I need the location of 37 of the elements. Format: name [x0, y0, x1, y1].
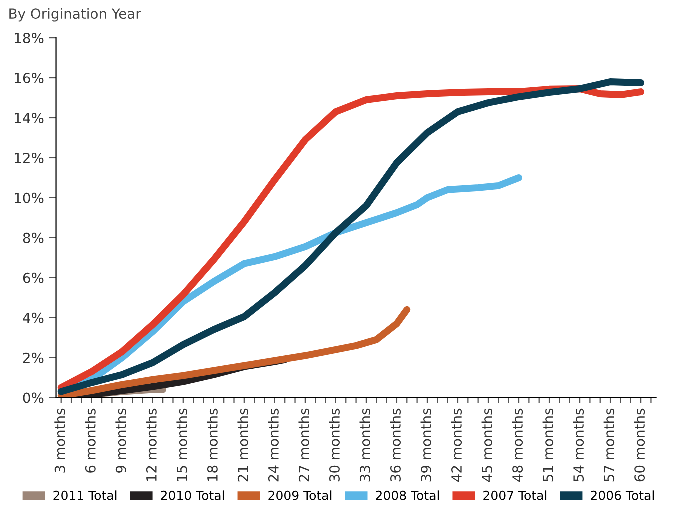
y-tick-label: 6% — [23, 272, 44, 284]
x-tick-label: 36 months — [390, 408, 401, 482]
y-tick-label: 18% — [15, 33, 44, 44]
y-tick-label: 10% — [15, 192, 44, 204]
x-tick-label: 6 months — [85, 408, 96, 473]
x-tick-label: 33 months — [360, 408, 370, 482]
x-tick-label: 21 months — [238, 408, 248, 482]
x-tick-label: 57 months — [604, 408, 615, 482]
y-tick-label: 0% — [23, 392, 44, 404]
legend-label: 2009 Total — [268, 490, 332, 500]
x-tick-label: 9 months — [116, 408, 126, 473]
x-tick-label: 3 months — [54, 408, 66, 473]
x-tick-label: 18 months — [207, 408, 218, 482]
legend-label: 2010 Total — [161, 490, 224, 500]
x-tick-label: 24 months — [268, 408, 279, 482]
x-tick-label: 54 months — [573, 408, 584, 482]
x-tick-label: 60 months — [634, 408, 646, 482]
chart-title: By Origination Year — [10, 8, 142, 22]
y-tick-label: 16% — [15, 72, 44, 84]
y-tick-label: 14% — [15, 112, 44, 124]
y-tick-label: 2% — [23, 352, 44, 364]
legend-label: 2008 Total — [376, 490, 440, 500]
x-tick-label: 30 months — [329, 408, 340, 482]
legend-label: 2007 Total — [484, 490, 547, 500]
legend-label: 2006 Total — [591, 490, 654, 500]
x-tick-label: 48 months — [512, 408, 524, 482]
x-tick-label: 39 months — [420, 408, 432, 482]
x-tick-label: 42 months — [451, 408, 462, 482]
x-tick-label: 12 months — [146, 408, 157, 482]
y-tick-label: 12% — [15, 152, 44, 164]
x-tick-label: 15 months — [176, 408, 188, 482]
y-tick-label: 8% — [23, 232, 44, 244]
x-tick-label: 51 months — [542, 408, 554, 482]
x-tick-label: 27 months — [298, 408, 310, 482]
legend-label: 2011 Total — [54, 490, 117, 500]
x-tick-label: 45 months — [482, 408, 493, 482]
y-tick-label: 4% — [23, 312, 44, 324]
